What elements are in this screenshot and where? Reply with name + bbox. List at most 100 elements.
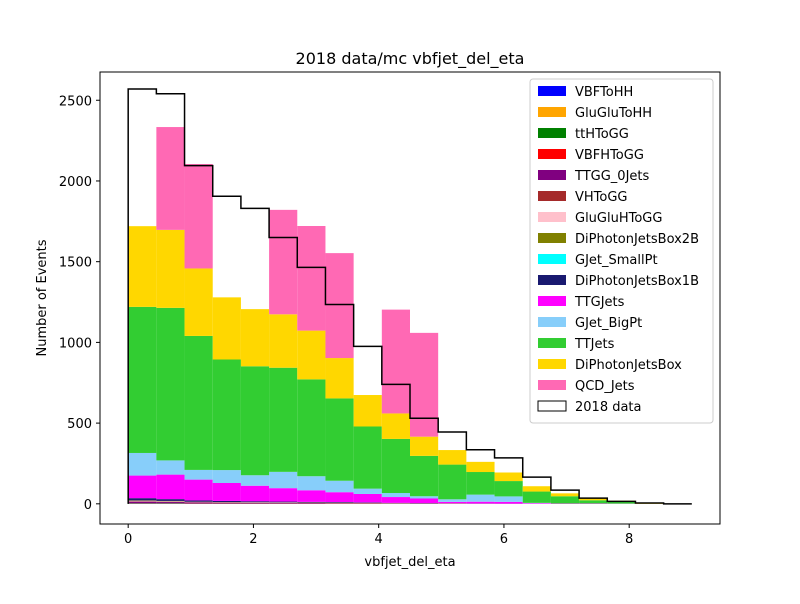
bar-ttjets-bin-4 bbox=[241, 366, 269, 475]
bar-diphotonjetsbox1b-bin-5 bbox=[269, 502, 297, 503]
bar-diphotonjetsbox1b-bin-1 bbox=[156, 499, 184, 501]
y-axis-label: Number of Events bbox=[35, 239, 50, 356]
bar-ttgg-0jets-bin-1 bbox=[156, 502, 184, 503]
legend-swatch-diphotonjetsbox1b bbox=[538, 275, 566, 285]
y-tick-label: 2500 bbox=[59, 94, 92, 109]
x-tick-label: 2 bbox=[249, 532, 257, 547]
legend-label-gjet-smallpt: GJet_SmallPt bbox=[575, 253, 658, 268]
y-tick-label: 1500 bbox=[59, 256, 92, 271]
legend-swatch-gjet-bigpt bbox=[538, 317, 566, 327]
bar-diphotonjetsbox-bin-15 bbox=[551, 493, 579, 496]
y-tick-label: 500 bbox=[67, 417, 92, 432]
bar-ttjets-bin-5 bbox=[269, 368, 297, 472]
bar-ttgjets-bin-12 bbox=[466, 502, 494, 504]
legend-swatch-vhtogg bbox=[538, 191, 566, 201]
legend-swatch-vbftohh bbox=[538, 86, 566, 96]
bar-diphotonjetsbox-bin-6 bbox=[297, 331, 325, 380]
bar-diphotonjetsbox-bin-2 bbox=[185, 268, 213, 335]
bar-ttgjets-bin-7 bbox=[325, 492, 353, 502]
legend-label-qcd-jets: QCD_Jets bbox=[575, 379, 635, 394]
bar-diphotonjetsbox-bin-13 bbox=[495, 473, 523, 482]
bar-gjet-bigpt-bin-5 bbox=[269, 472, 297, 488]
bar-gjet-bigpt-bin-12 bbox=[466, 495, 494, 502]
legend-swatch-glugluhtogg bbox=[538, 212, 566, 222]
legend-label-tthtogg: ttHToGG bbox=[575, 127, 629, 142]
legend-label-vbfhtogg: VBFHToGG bbox=[575, 148, 644, 163]
legend-swatch-vbfhtogg bbox=[538, 149, 566, 159]
bar-ttjets-bin-16 bbox=[579, 500, 607, 503]
bar-diphotonjetsbox-bin-12 bbox=[466, 462, 494, 472]
bar-qcd-jets-bin-2 bbox=[185, 164, 213, 268]
legend-swatch-qcd-jets bbox=[538, 380, 566, 390]
bar-ttgjets-bin-3 bbox=[213, 483, 241, 501]
bar-diphotonjetsbox-bin-7 bbox=[325, 358, 353, 398]
bar-diphotonjetsbox-bin-14 bbox=[523, 486, 551, 491]
legend-swatch-ttgjets bbox=[538, 296, 566, 306]
bar-gjet-bigpt-bin-8 bbox=[354, 489, 382, 494]
bar-ttgjets-bin-14 bbox=[523, 503, 551, 504]
chart-title: 2018 data/mc vbfjet_del_eta bbox=[296, 49, 525, 69]
bar-ttgjets-bin-9 bbox=[382, 497, 410, 503]
bar-diphotonjetsbox-bin-8 bbox=[354, 395, 382, 426]
bar-diphotonjetsbox1b-bin-2 bbox=[185, 500, 213, 501]
bar-ttgjets-bin-4 bbox=[241, 486, 269, 501]
bar-ttgjets-bin-0 bbox=[128, 476, 156, 499]
bar-gjet-bigpt-bin-0 bbox=[128, 453, 156, 476]
bar-gjet-bigpt-bin-7 bbox=[325, 481, 353, 492]
bar-ttgg-0jets-bin-4 bbox=[241, 503, 269, 504]
bar-ttgg-0jets-bin-0 bbox=[128, 502, 156, 504]
bar-ttgg-0jets-bin-3 bbox=[213, 503, 241, 504]
legend-swatch-tthtogg bbox=[538, 128, 566, 138]
legend-label-gjet-bigpt: GJet_BigPt bbox=[575, 316, 642, 331]
bar-ttgg-0jets-bin-2 bbox=[185, 503, 213, 504]
y-tick-label: 1000 bbox=[59, 336, 92, 351]
bar-diphotonjetsbox-bin-1 bbox=[156, 230, 184, 308]
legend-label-diphotonjetsbox: DiPhotonJetsBox bbox=[575, 358, 682, 373]
bar-qcd-jets-bin-9 bbox=[382, 310, 410, 414]
bar-diphotonjetsbox-bin-4 bbox=[241, 309, 269, 366]
legend-label-diphotonjetsbox1b: DiPhotonJetsBox1B bbox=[575, 274, 699, 289]
bar-diphotonjetsbox-bin-9 bbox=[382, 413, 410, 439]
legend-swatch-ttjets bbox=[538, 338, 566, 348]
bar-gjet-bigpt-bin-2 bbox=[185, 470, 213, 480]
legend-label-diphotonjetsbox2b: DiPhotonJetsBox2B bbox=[575, 232, 699, 247]
bar-ttjets-bin-6 bbox=[297, 379, 325, 476]
legend-swatch-diphotonjetsbox2b bbox=[538, 233, 566, 243]
bar-ttgjets-bin-13 bbox=[495, 502, 523, 504]
bar-qcd-jets-bin-10 bbox=[410, 333, 438, 437]
bar-diphotonjetsbox-bin-3 bbox=[213, 297, 241, 359]
bar-ttgjets-bin-8 bbox=[354, 494, 382, 502]
bar-ttgjets-bin-6 bbox=[297, 490, 325, 502]
bar-diphotonjetsbox1b-bin-4 bbox=[241, 501, 269, 502]
legend-label-ttjets: TTJets bbox=[574, 337, 615, 352]
x-tick-label: 0 bbox=[124, 532, 132, 547]
bar-ttjets-bin-8 bbox=[354, 426, 382, 488]
bar-gjet-bigpt-bin-11 bbox=[438, 499, 466, 502]
bar-diphotonjetsbox1b-bin-0 bbox=[128, 498, 156, 500]
bar-qcd-jets-bin-7 bbox=[325, 253, 353, 358]
y-tick-label: 2000 bbox=[59, 175, 92, 190]
bar-ttgjets-bin-5 bbox=[269, 488, 297, 501]
bar-diphotonjetsbox1b-bin-6 bbox=[297, 502, 325, 503]
bar-ttjets-bin-2 bbox=[185, 336, 213, 470]
bar-diphotonjetsbox-bin-5 bbox=[269, 314, 297, 367]
bar-qcd-jets-bin-5 bbox=[269, 210, 297, 314]
bar-ttjets-bin-9 bbox=[382, 439, 410, 493]
legend-label-glugluhtogg: GluGluHToGG bbox=[575, 211, 662, 226]
bar-gjet-bigpt-bin-6 bbox=[297, 476, 325, 490]
legend-swatch-diphotonjetsbox bbox=[538, 359, 566, 369]
bar-ttjets-bin-7 bbox=[325, 398, 353, 480]
bar-gjet-bigpt-bin-9 bbox=[382, 493, 410, 497]
legend-label-vhtogg: VHToGG bbox=[575, 190, 628, 205]
bar-gjet-bigpt-bin-1 bbox=[156, 460, 184, 474]
x-axis-label: vbfjet_del_eta bbox=[364, 555, 455, 570]
bar-qcd-jets-bin-6 bbox=[297, 226, 325, 331]
x-tick-label: 6 bbox=[500, 532, 508, 547]
bar-ttjets-bin-1 bbox=[156, 308, 184, 461]
bar-diphotonjetsbox-bin-0 bbox=[128, 226, 156, 307]
legend-label-gluglutohh: GluGluToHH bbox=[575, 106, 652, 121]
bar-ttjets-bin-14 bbox=[523, 492, 551, 503]
x-tick-label: 4 bbox=[375, 532, 383, 547]
